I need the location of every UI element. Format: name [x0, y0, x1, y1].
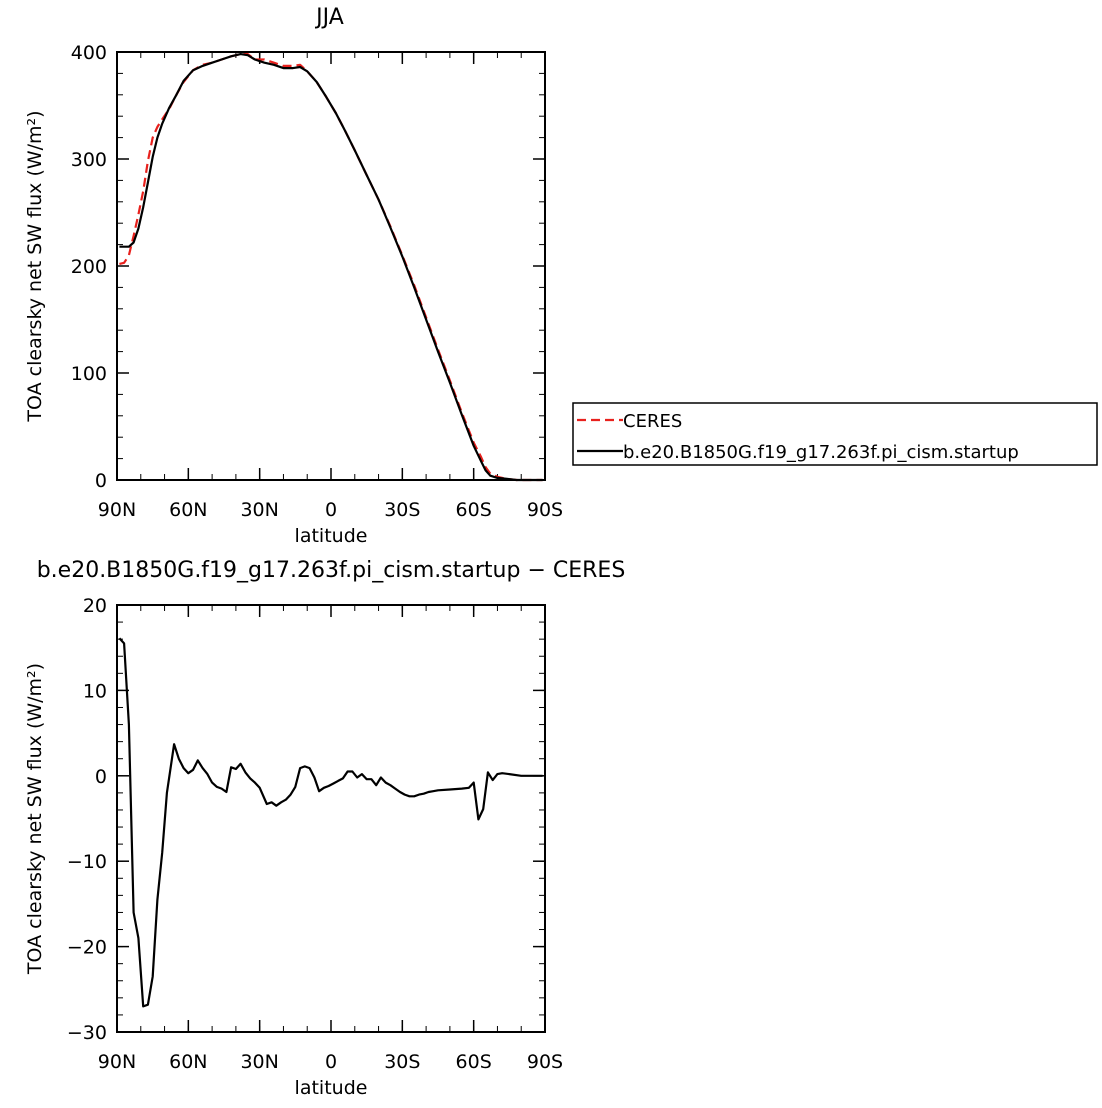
x-axis-title: latitude — [295, 525, 368, 547]
x-axis-title: latitude — [295, 1077, 368, 1099]
y-tick-label: 100 — [71, 363, 107, 385]
y-tick-label: 0 — [95, 470, 107, 492]
y-tick-label: −10 — [67, 851, 107, 873]
x-tick-label: 60S — [456, 499, 492, 521]
major-ticks — [116, 51, 546, 481]
y-tick-label: −30 — [67, 1022, 107, 1044]
x-tick-label: 90N — [98, 1051, 136, 1073]
minor-ticks — [116, 51, 546, 481]
legend: CERES b.e20.B1850G.f19_g17.263f.pi_cism.s… — [572, 402, 1098, 466]
y-tick-label: 20 — [83, 595, 107, 617]
bottom-panel: b.e20.B1850G.f19_g17.263f.pi_cism.startu… — [24, 558, 625, 1099]
x-tick-label: 30S — [384, 1051, 420, 1073]
x-tick-label: 60N — [169, 499, 207, 521]
x-tick-label: 90N — [98, 499, 136, 521]
series-line-difference — [118, 637, 543, 1008]
top-panel: JJA TOA clearsky net SW flux (W/m²) latitu… — [24, 5, 563, 547]
x-tick-label: 30N — [240, 1051, 278, 1073]
x-tick-label: 90S — [527, 1051, 563, 1073]
x-tick-label: 0 — [325, 1051, 337, 1073]
x-tick-label: 0 — [325, 499, 337, 521]
y-tick-label: 0 — [95, 766, 107, 788]
minor-ticks — [116, 604, 546, 1033]
chart-title: b.e20.B1850G.f19_g17.263f.pi_cism.startu… — [37, 558, 626, 583]
y-tick-label: −20 — [67, 937, 107, 959]
y-tick-label: 300 — [71, 149, 107, 171]
y-tick-label: 200 — [71, 256, 107, 278]
x-tick-label: 30S — [384, 499, 420, 521]
x-tick-label: 60N — [169, 1051, 207, 1073]
plot-frame — [116, 604, 546, 1033]
y-axis-title: TOA clearsky net SW flux (W/m²) — [24, 663, 46, 975]
major-ticks — [116, 604, 546, 1033]
legend-box — [572, 402, 1098, 466]
y-tick-label: 400 — [71, 42, 107, 64]
plot-frame — [116, 51, 546, 481]
x-tick-label: 90S — [527, 499, 563, 521]
chart-title: JJA — [314, 5, 344, 30]
series-line-b-e20-b1850g-f19-g17-263f-pi-cism-startup — [119, 53, 543, 482]
x-tick-label: 60S — [456, 1051, 492, 1073]
y-tick-label: 10 — [83, 680, 107, 702]
x-tick-label: 30N — [240, 499, 278, 521]
y-axis-title: TOA clearsky net SW flux (W/m²) — [24, 110, 46, 422]
legend-label: b.e20.B1850G.f19_g17.263f.pi_cism.startu… — [623, 442, 1019, 463]
legend-label: CERES — [623, 411, 682, 432]
series-line-ceres — [119, 53, 543, 482]
